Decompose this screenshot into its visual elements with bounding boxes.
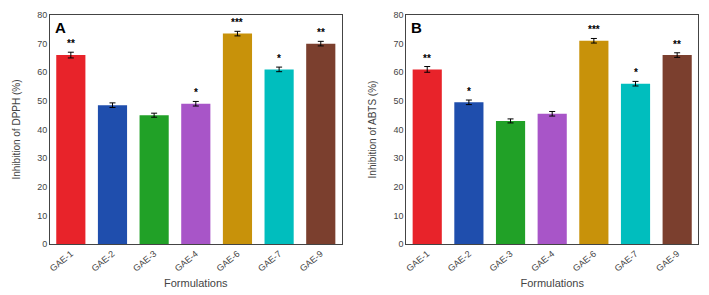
svg-text:GAE-7: GAE-7	[256, 249, 283, 274]
svg-text:*: *	[467, 86, 471, 97]
svg-text:40: 40	[37, 125, 47, 135]
svg-text:GAE-6: GAE-6	[215, 249, 242, 274]
svg-text:Formulations: Formulations	[164, 277, 228, 289]
svg-text:**: **	[423, 53, 431, 64]
svg-text:*: *	[194, 87, 198, 98]
svg-text:**: **	[317, 27, 325, 38]
svg-text:GAE-3: GAE-3	[131, 249, 158, 274]
svg-text:GAE-2: GAE-2	[446, 249, 473, 274]
svg-text:30: 30	[394, 153, 404, 163]
svg-text:GAE-3: GAE-3	[488, 249, 515, 274]
svg-text:Inhibition of ABTS (%): Inhibition of ABTS (%)	[367, 81, 378, 179]
svg-text:80: 80	[394, 10, 404, 20]
svg-text:GAE-1: GAE-1	[48, 249, 75, 274]
svg-text:40: 40	[394, 125, 404, 135]
svg-text:Formulations: Formulations	[520, 277, 584, 289]
svg-text:***: ***	[231, 17, 243, 28]
svg-text:GAE-7: GAE-7	[613, 249, 640, 274]
svg-text:10: 10	[37, 211, 47, 221]
svg-text:60: 60	[37, 67, 47, 77]
svg-text:Inhibition of DPPH (%): Inhibition of DPPH (%)	[11, 79, 22, 179]
svg-text:GAE-4: GAE-4	[173, 249, 200, 274]
svg-text:GAE-1: GAE-1	[404, 249, 431, 274]
svg-text:B: B	[411, 19, 422, 36]
svg-text:GAE-9: GAE-9	[298, 249, 325, 274]
svg-text:***: ***	[588, 24, 600, 35]
svg-text:A: A	[55, 19, 66, 36]
svg-text:70: 70	[394, 39, 404, 49]
svg-text:50: 50	[37, 96, 47, 106]
svg-text:50: 50	[394, 96, 404, 106]
svg-text:GAE-6: GAE-6	[571, 249, 598, 274]
svg-text:30: 30	[37, 153, 47, 163]
svg-text:60: 60	[394, 67, 404, 77]
svg-text:0: 0	[399, 239, 404, 249]
svg-text:10: 10	[394, 211, 404, 221]
svg-text:GAE-4: GAE-4	[529, 249, 556, 274]
svg-text:80: 80	[37, 10, 47, 20]
svg-text:GAE-9: GAE-9	[654, 249, 681, 274]
svg-text:0: 0	[42, 239, 47, 249]
svg-text:70: 70	[37, 39, 47, 49]
svg-text:*: *	[634, 67, 638, 78]
svg-text:**: **	[673, 39, 681, 50]
svg-text:GAE-2: GAE-2	[90, 249, 117, 274]
svg-text:*: *	[277, 53, 281, 64]
svg-text:**: **	[67, 38, 75, 49]
svg-text:20: 20	[37, 182, 47, 192]
svg-text:20: 20	[394, 182, 404, 192]
